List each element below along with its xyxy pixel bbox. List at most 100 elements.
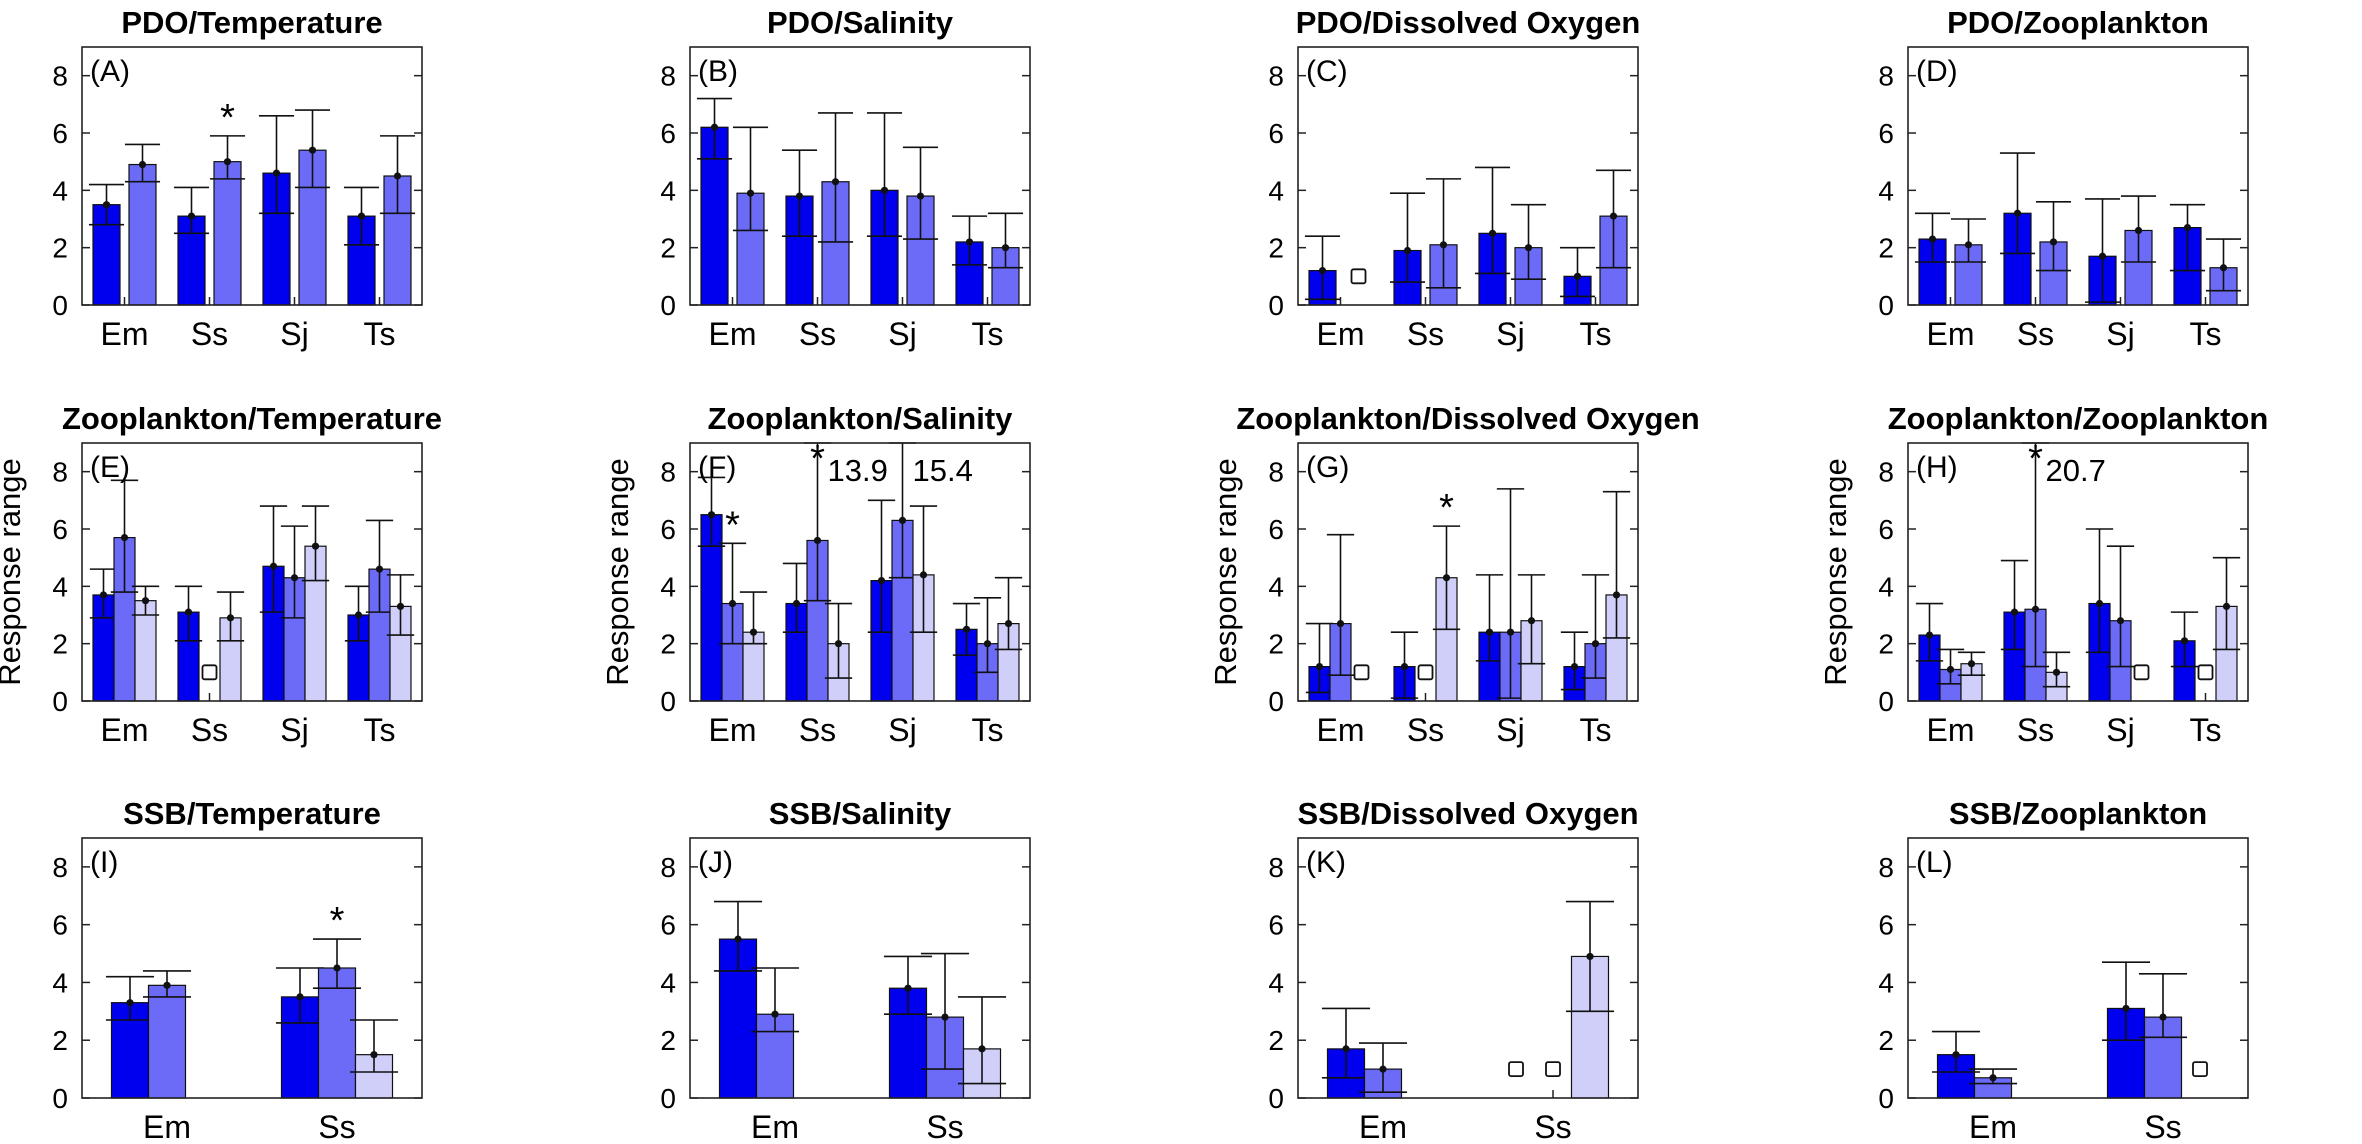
mean-point: [1318, 267, 1327, 275]
mean-point: [1570, 663, 1579, 671]
y-tick-label: 4: [1268, 967, 1284, 998]
panel-label: (D): [1916, 55, 1958, 88]
mean-point: [1442, 574, 1451, 582]
mean-point: [1989, 1074, 1997, 1082]
mean-point: [126, 999, 134, 1007]
y-tick-label: 4: [1878, 967, 1894, 998]
mean-point: [1506, 628, 1515, 636]
y-axis-label: Response range: [0, 458, 27, 686]
mean-point: [2159, 1013, 2167, 1021]
mean-point: [1403, 246, 1412, 255]
panel-E: Zooplankton/Temperature Response range 0 2 4…: [0, 401, 442, 748]
y-tick-label: 8: [660, 61, 676, 92]
off-scale-annotation: 15.4: [913, 453, 973, 488]
x-tick-label: Ss: [799, 712, 836, 748]
mean-point: [2052, 668, 2061, 676]
x-tick-label: Em: [709, 316, 757, 352]
mean-point: [834, 640, 843, 648]
panel-title: Zooplankton/Zooplankton: [1888, 401, 2269, 436]
square-marker: [1545, 1061, 1561, 1078]
bar: [128, 163, 157, 306]
mean-point: [269, 562, 278, 570]
panel-title: SSB/Salinity: [769, 796, 952, 831]
y-tick-label: 2: [1878, 1025, 1894, 1056]
significance-star: *: [220, 97, 235, 139]
y-axis-label: Response range: [1208, 458, 1243, 686]
panel-F: Zooplankton/Salinity Response range 0 2 4 6 8 E…: [600, 401, 1031, 748]
mean-point: [1485, 628, 1494, 636]
mean-point: [2122, 1004, 2130, 1013]
mean-point: [1925, 631, 1934, 639]
x-tick-label: Sj: [1496, 712, 1524, 748]
x-tick-label: Em: [101, 712, 149, 748]
mean-point: [393, 172, 402, 180]
panel-title: SSB/Zooplankton: [1949, 796, 2207, 831]
mean-point: [120, 534, 129, 542]
panel-label: (F): [698, 451, 736, 484]
y-tick-label: 2: [660, 233, 676, 264]
mean-point: [2222, 602, 2231, 611]
axes-frame: [81, 46, 423, 306]
panel-C: PDO/Dissolved Oxygen 0 2 4 6 8 Em Ss Sj Ts (C): [1268, 5, 1640, 352]
square-marker: [1417, 664, 1434, 681]
panel-label: (A): [90, 55, 130, 88]
mean-point: [290, 574, 299, 582]
y-tick-label: 6: [52, 118, 68, 149]
y-tick-label: 0: [52, 686, 68, 717]
x-tick-label: Sj: [280, 712, 308, 748]
significance-star: *: [2028, 438, 2043, 480]
y-tick-label: 4: [1878, 571, 1894, 602]
y-tick-label: 8: [52, 61, 68, 92]
y-tick-label: 4: [660, 571, 676, 602]
bar: [177, 215, 206, 306]
panel-title: Zooplankton/Temperature: [62, 401, 442, 436]
mean-point: [1379, 1065, 1387, 1073]
y-tick-label: 4: [1268, 175, 1284, 206]
square-marker: [2133, 664, 2150, 681]
x-tick-label: Ss: [2017, 316, 2054, 352]
mean-point: [831, 178, 840, 186]
axes-frame: [1297, 442, 1639, 702]
mean-point: [396, 602, 405, 611]
mean-point: [223, 158, 232, 166]
panel-title: SSB/Dissolved Oxygen: [1297, 796, 1638, 831]
y-tick-label: 6: [1268, 910, 1284, 941]
panel-H: Zooplankton/Zooplankton Response range 0 2 4…: [1818, 401, 2268, 748]
mean-point: [728, 599, 737, 608]
y-tick-label: 4: [660, 175, 676, 206]
x-tick-label: Ts: [972, 712, 1004, 748]
axes-frame: [1907, 46, 2249, 306]
y-tick-label: 0: [52, 1083, 68, 1114]
mean-point: [1400, 663, 1409, 671]
mean-point: [792, 599, 801, 608]
mean-point: [734, 935, 742, 943]
mean-point: [965, 238, 974, 246]
square-marker: [2192, 1061, 2208, 1078]
panel-title: Zooplankton/Salinity: [708, 401, 1014, 436]
panel-label: (I): [90, 846, 118, 879]
y-tick-label: 8: [660, 457, 676, 488]
x-tick-label: Em: [1927, 316, 1975, 352]
axes-frame: [1297, 46, 1639, 306]
y-tick-label: 0: [1268, 686, 1284, 717]
y-tick-label: 0: [1268, 290, 1284, 321]
x-tick-label: Em: [1927, 712, 1975, 748]
axes-frame: [1907, 837, 2249, 1099]
mean-point: [1336, 620, 1345, 628]
y-axis-label: Response range: [600, 458, 635, 686]
panel-label: (J): [698, 846, 733, 879]
x-tick-label: Ts: [972, 316, 1004, 352]
x-tick-label: Em: [1359, 1109, 1407, 1144]
mean-point: [1315, 663, 1324, 671]
y-tick-label: 6: [1878, 118, 1894, 149]
mean-point: [1001, 244, 1010, 252]
y-tick-label: 0: [52, 290, 68, 321]
x-tick-label: Em: [709, 712, 757, 748]
significance-star: *: [810, 438, 825, 480]
mean-point: [1928, 235, 1937, 243]
y-tick-label: 6: [1268, 118, 1284, 149]
panel-label: (G): [1306, 451, 1349, 484]
mean-point: [795, 192, 804, 200]
x-tick-label: Sj: [2106, 712, 2134, 748]
x-tick-label: Ss: [191, 316, 228, 352]
